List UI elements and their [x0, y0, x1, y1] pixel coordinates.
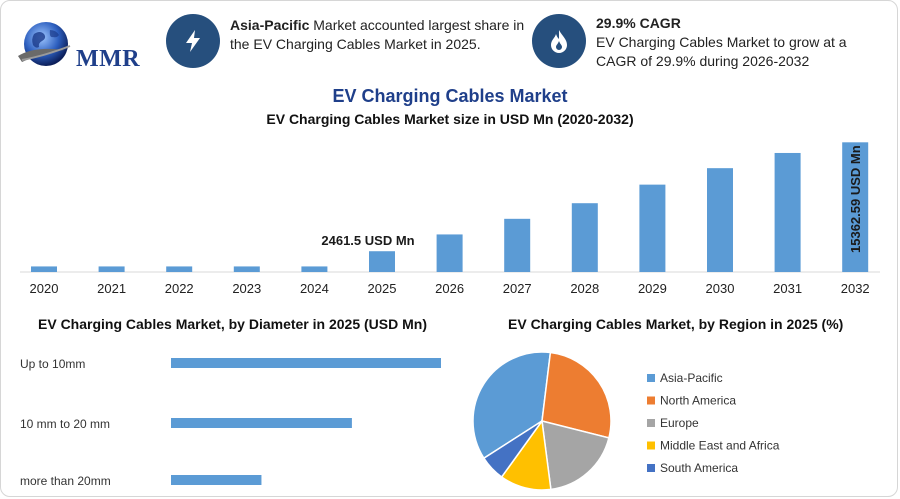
info2-bold: 29.9% CAGR: [596, 15, 681, 31]
bar-2025: [369, 251, 395, 272]
legend-swatch: [647, 374, 655, 382]
category-label: Up to 10mm: [20, 357, 85, 371]
bar-2024: [301, 266, 328, 272]
lightning-icon: [186, 30, 200, 52]
info2-text: 29.9% CAGR EV Charging Cables Market to …: [596, 14, 886, 71]
info1-badge: [166, 14, 220, 68]
x-tick-label: 2021: [97, 281, 126, 296]
market-size-bar-chart: 2020 2021 2022 2023 2024 2025 2026 2027 2028 2029…: [20, 142, 880, 296]
info2-badge: [532, 14, 586, 68]
x-tick-label: 2020: [30, 281, 59, 296]
pie-slice-1: [472, 351, 552, 460]
logo-text: MMR: [76, 46, 141, 72]
region-pie-chart: Asia-Pacific North America Europe Middle Ea…: [472, 351, 780, 491]
data-label-2025: 2461.5 USD Mn: [321, 233, 414, 248]
bar-2032: [842, 142, 869, 272]
x-tick-label: 2027: [503, 281, 532, 296]
data-label-2032: 15362.59 USD Mn: [848, 145, 863, 253]
x-tick-label: 2029: [638, 281, 667, 296]
bar-2030: [707, 168, 733, 272]
bar-2028: [571, 203, 598, 272]
hbar-2: [171, 418, 352, 428]
bar-2021: [98, 266, 125, 272]
legend-swatch: [647, 396, 655, 405]
legend-label: Europe: [660, 416, 699, 430]
legend-swatch: [647, 441, 655, 450]
bar-2031: [774, 152, 801, 272]
hbar-1: [171, 358, 441, 368]
category-label: more than 20mm: [20, 474, 111, 488]
legend-label: North America: [660, 394, 736, 408]
hbar-3: [171, 475, 262, 485]
diameter-bar-chart: Up to 10mm 10 mm to 20 mm more than 20mm: [20, 357, 441, 488]
info1-bold: Asia-Pacific: [230, 17, 310, 33]
legend-label: South America: [660, 461, 738, 475]
x-tick-label: 2025: [368, 281, 397, 296]
x-tick-label: 2024: [300, 281, 329, 296]
bar-2029: [639, 184, 666, 272]
x-tick-label: 2031: [773, 281, 802, 296]
info1-body: Market accounted largest share in the EV…: [230, 17, 525, 52]
category-label: 10 mm to 20 mm: [20, 417, 110, 431]
x-tick-label: 2032: [841, 281, 870, 296]
legend-label: Asia-Pacific: [660, 371, 723, 385]
region-chart-title: EV Charging Cables Market, by Region in …: [508, 316, 844, 332]
page-title: EV Charging Cables Market: [332, 86, 568, 106]
x-tick-label: 2030: [706, 281, 735, 296]
pie-slice-2: [541, 351, 612, 439]
legend-swatch: [647, 419, 655, 427]
bar-2027: [504, 218, 531, 272]
x-tick-label: 2028: [570, 281, 599, 296]
legend-label: Middle East and Africa: [660, 439, 780, 453]
bar-2022: [166, 266, 193, 272]
bar-2020: [31, 266, 57, 272]
bar-chart-title: EV Charging Cables Market size in USD Mn…: [266, 111, 634, 127]
x-tick-label: 2023: [232, 281, 261, 296]
x-tick-label: 2022: [165, 281, 194, 296]
bar-2023: [233, 266, 260, 272]
bar-2026: [436, 234, 463, 272]
flame-drop-icon: [551, 30, 567, 53]
diameter-chart-title: EV Charging Cables Market, by Diameter i…: [38, 316, 427, 332]
pie-slice-3: [541, 420, 610, 491]
mmr-logo: MMR: [14, 16, 144, 76]
info1-text: Asia-Pacific Market accounted largest sh…: [230, 16, 530, 54]
globe-icon: [18, 22, 71, 66]
pie-slice-5: [482, 420, 543, 479]
x-tick-label: 2026: [435, 281, 464, 296]
legend-swatch: [647, 464, 655, 472]
info2-body: EV Charging Cables Market to grow at a C…: [596, 34, 847, 69]
